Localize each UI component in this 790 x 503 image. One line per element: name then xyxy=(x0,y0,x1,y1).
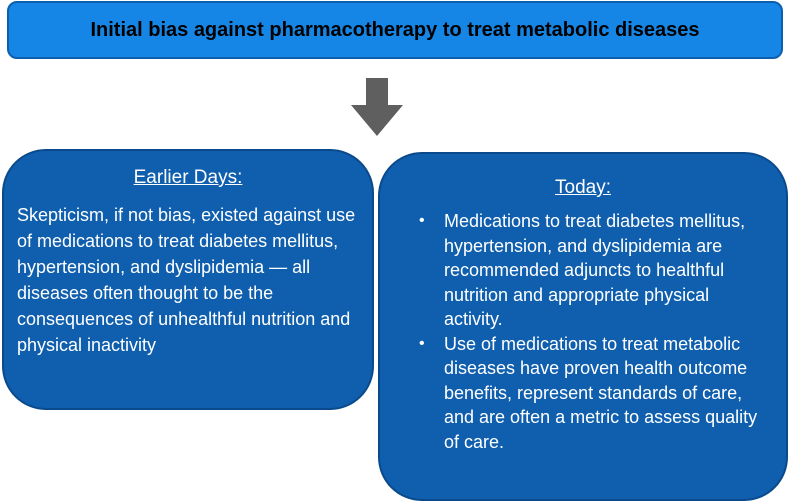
today-heading: Today: xyxy=(555,177,611,198)
bullet-item: • Medications to treat diabetes mellitus… xyxy=(380,209,780,332)
today-bullet-list: • Medications to treat diabetes mellitus… xyxy=(380,209,780,454)
bullet-text: Use of medications to treat metabolic di… xyxy=(444,333,758,452)
earlier-days-panel: Earlier Days: Skepticism, if not bias, e… xyxy=(2,149,374,410)
bullet-item: • Use of medications to treat metabolic … xyxy=(380,332,780,455)
earlier-days-text: Skepticism, if not bias, existed against… xyxy=(17,205,356,355)
bullet-text: Medications to treat diabetes mellitus, … xyxy=(444,211,746,329)
diagram-title: Initial bias against pharmacotherapy to … xyxy=(90,18,700,41)
bullet-icon: • xyxy=(419,212,425,229)
earlier-days-heading: Earlier Days: xyxy=(133,167,243,188)
today-panel: Today: • Medications to treat diabetes m… xyxy=(378,152,788,501)
down-arrow-icon xyxy=(351,78,403,136)
bullet-icon: • xyxy=(419,334,425,352)
title-banner: Initial bias against pharmacotherapy to … xyxy=(7,1,783,59)
